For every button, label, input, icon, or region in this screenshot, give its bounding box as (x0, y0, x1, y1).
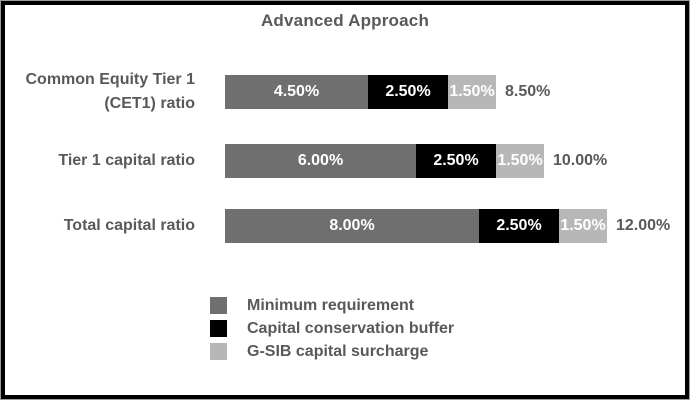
legend-swatch (210, 320, 227, 337)
total-label: 10.00% (553, 152, 608, 169)
bar-segment-g-sib-capital-surcharge: 1.50% (496, 144, 544, 178)
bar-segment-minimum-requirement: 8.00% (225, 209, 479, 243)
bar-segment-g-sib-capital-surcharge: 1.50% (559, 209, 607, 243)
legend-label: Capital conservation buffer (247, 319, 455, 337)
bar-segment-minimum-requirement: 6.00% (225, 144, 416, 178)
legend-item-capital-conservation-buffer: Capital conservation buffer (210, 317, 454, 340)
category-label: Common Equity Tier 1 (CET1) ratio (25, 71, 195, 112)
legend: Minimum requirement Capital conservation … (210, 294, 454, 363)
chart-title: Advanced Approach (260, 11, 430, 30)
bar-segment-capital-conservation-buffer: 2.50% (479, 209, 559, 243)
legend-label: G-SIB capital surcharge (247, 342, 429, 360)
legend-item-g-sib-capital-surcharge: G-SIB capital surcharge (210, 340, 454, 363)
stacked-bar: 6.00% 2.50% 1.50% (225, 144, 544, 178)
category-label: Tier 1 capital ratio (58, 152, 195, 169)
total-label: 8.50% (505, 83, 551, 100)
category-label: Total capital ratio (63, 217, 195, 234)
bar-segment-g-sib-capital-surcharge: 1.50% (448, 75, 496, 109)
stacked-bar: 8.00% 2.50% 1.50% (225, 209, 607, 243)
legend-swatch (210, 343, 227, 360)
legend-label: Minimum requirement (247, 296, 415, 314)
bar-segment-minimum-requirement: 4.50% (225, 75, 368, 109)
bar-segment-capital-conservation-buffer: 2.50% (416, 144, 496, 178)
stacked-bar: 4.50% 2.50% 1.50% (225, 75, 496, 109)
total-label: 12.00% (616, 217, 671, 234)
bar-row: Common Equity Tier 1 (CET1) ratio 4.50% 2.… (5, 71, 551, 112)
bar-row: Total capital ratio 8.00% 2.50% 1.50% 12.00% (5, 209, 670, 243)
legend-swatch (210, 297, 227, 314)
bar-segment-capital-conservation-buffer: 2.50% (368, 75, 448, 109)
legend-item-minimum-requirement: Minimum requirement (210, 294, 454, 317)
bar-row: Tier 1 capital ratio 6.00% 2.50% 1.50% 10.00… (5, 144, 607, 178)
